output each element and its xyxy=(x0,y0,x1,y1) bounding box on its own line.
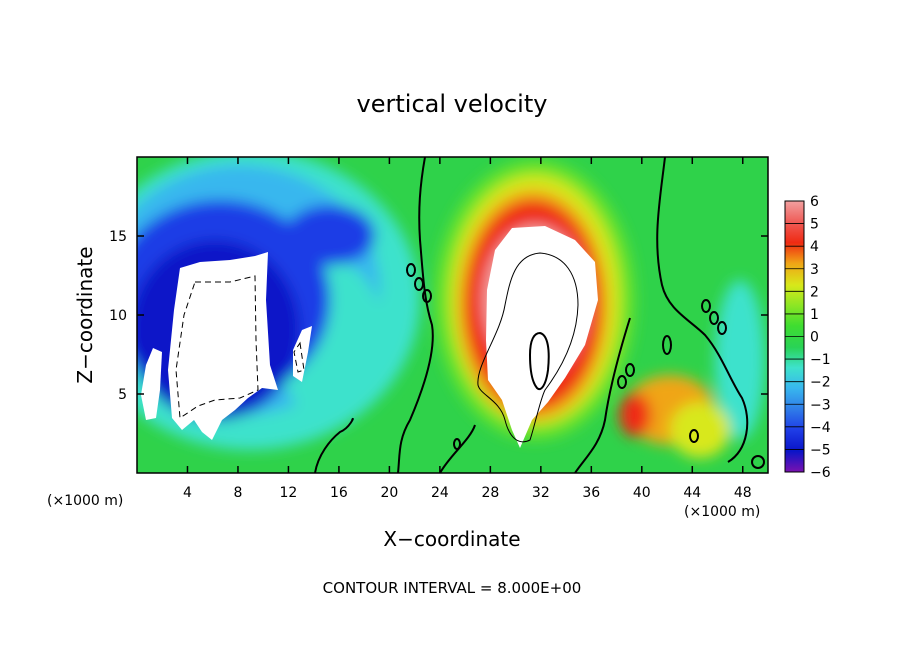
contour-cell-7 xyxy=(617,375,627,389)
x-tick-label: 16 xyxy=(330,485,348,501)
colorbar-tick-label: 5 xyxy=(810,217,819,233)
field-yellow-right xyxy=(670,402,730,458)
colorbar-tick-label: −4 xyxy=(810,420,831,436)
contour-zero-b xyxy=(656,157,749,463)
x-tick-label: 28 xyxy=(481,485,499,501)
contour-cell-10 xyxy=(689,429,699,443)
y-tick-label: 10 xyxy=(109,308,127,324)
contour-plus-16 xyxy=(528,331,550,390)
x-unit-right: (×1000 m) xyxy=(684,504,760,520)
x-axis-label: X−coordinate xyxy=(383,527,520,551)
x-tick-label: 8 xyxy=(233,485,242,501)
colorbar-tick-label: −1 xyxy=(810,352,831,368)
contour-cell-5 xyxy=(709,311,719,325)
x-tick-label: 48 xyxy=(734,485,752,501)
y-tick-label: 15 xyxy=(109,229,127,245)
saturated-region-small-left xyxy=(141,348,162,420)
contour-cell-8 xyxy=(625,363,635,377)
colorbar-tick-label: 4 xyxy=(810,239,819,255)
x-tick-label: 40 xyxy=(633,485,651,501)
x-tick-label: 36 xyxy=(582,485,600,501)
contour-cell-6 xyxy=(717,321,727,335)
contour-cell-12 xyxy=(453,438,461,450)
y-axis-label: Z−coordinate xyxy=(73,246,97,383)
contour-cell-1 xyxy=(406,263,416,277)
colorbar-tick-label: 0 xyxy=(810,330,819,346)
colorbar-tick-label: 3 xyxy=(810,262,819,278)
contour-cell-3 xyxy=(422,289,432,303)
contour-zero-d xyxy=(314,417,354,473)
colorbar-tick-label: 2 xyxy=(810,284,819,300)
contour-lines xyxy=(175,157,765,473)
x-tick-label: 4 xyxy=(183,485,192,501)
x-unit-left: (×1000 m) xyxy=(47,493,123,509)
contour-zero-c xyxy=(574,317,631,473)
saturated-region-mid xyxy=(293,326,312,382)
contour-plus-8 xyxy=(477,252,579,443)
contour-cell-9 xyxy=(662,335,672,355)
heatmap-field xyxy=(137,157,768,473)
colorbar: 6 5 4 3 2 1 0 −1 −2 −3 −4 −5 −6 xyxy=(784,194,831,481)
field-red-right xyxy=(619,393,651,437)
contour-cell-4 xyxy=(701,299,711,313)
colorbar-ticks: 6 5 4 3 2 1 0 −1 −2 −3 −4 −5 −6 xyxy=(785,194,831,481)
contour-cell-11 xyxy=(751,455,765,469)
y-axis-ticks: 5 10 15 xyxy=(109,229,768,403)
x-tick-label: 32 xyxy=(532,485,550,501)
colorbar-tick-label: −3 xyxy=(810,397,831,413)
x-tick-label: 44 xyxy=(683,485,701,501)
contour-interval-note: CONTOUR INTERVAL = 8.000E+00 xyxy=(323,579,582,597)
colorbar-tick-label: 1 xyxy=(810,307,819,323)
x-tick-label: 12 xyxy=(280,485,298,501)
contour-minus-8-b xyxy=(293,341,305,373)
saturated-region-plume xyxy=(486,226,598,448)
x-tick-label: 20 xyxy=(380,485,398,501)
y-tick-label: 5 xyxy=(118,387,127,403)
colorbar-tick-label: −5 xyxy=(810,442,831,458)
x-tick-label: 24 xyxy=(431,485,449,501)
chart-title: vertical velocity xyxy=(357,90,548,118)
contour-zero-a xyxy=(397,157,434,473)
x-axis-ticks: 4 8 12 16 20 24 28 32 36 40 44 48 xyxy=(183,157,752,501)
colorbar-tick-label: −6 xyxy=(810,465,831,481)
field-blue-top xyxy=(285,205,375,265)
colorbar-tick-label: 6 xyxy=(810,194,819,210)
field-cyan-right xyxy=(715,280,765,440)
contour-cell-2 xyxy=(414,277,424,291)
colorbar-tick-label: −2 xyxy=(810,375,831,391)
